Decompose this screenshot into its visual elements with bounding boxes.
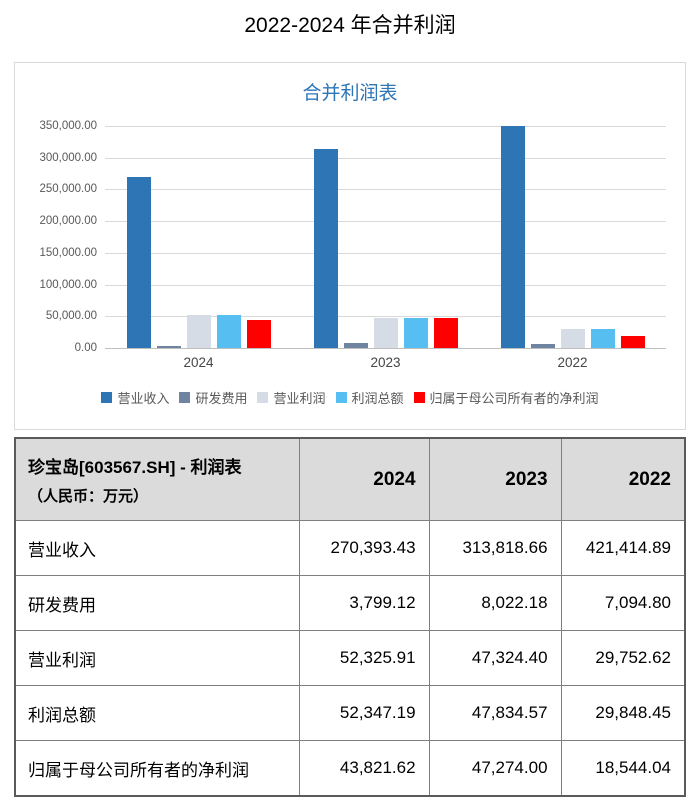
plot-area <box>105 126 666 349</box>
row-label: 营业利润 <box>14 630 301 686</box>
bar-2024-归属于母公司所有者的净利润 <box>246 320 271 348</box>
y-tick-label: 0.00 <box>74 342 97 354</box>
gridline <box>105 126 666 127</box>
bar-2022-营业利润 <box>560 329 585 348</box>
chart-legend: 营业收入 研发费用 营业利润 利润总额 归属于母公司所有者的净利润 <box>15 388 685 407</box>
bar-2023-研发费用 <box>343 342 368 348</box>
bar-groups <box>105 126 666 348</box>
gridline <box>105 348 666 349</box>
bar-2022-营业收入 <box>500 126 525 348</box>
year-column-header: 2024 <box>299 437 430 521</box>
cell-value: 7,094.80 <box>560 575 686 631</box>
row-label: 研发费用 <box>14 575 301 631</box>
profit-chart-card: 合并利润表 350,000.00 300,000.00 250,000.00 200,… <box>14 62 686 430</box>
gridline <box>105 189 666 191</box>
bar-2023-营业利润 <box>373 318 398 348</box>
row-label: 利润总额 <box>14 685 301 741</box>
legend-swatch-icon <box>335 392 347 403</box>
row-label: 营业收入 <box>14 520 301 576</box>
cell-value: 52,347.19 <box>299 685 430 741</box>
legend-item: 研发费用 <box>179 388 247 407</box>
bar-2022-归属于母公司所有者的净利润 <box>620 336 645 348</box>
y-axis: 350,000.00 300,000.00 250,000.00 200,000.00… <box>15 120 97 354</box>
legend-label: 营业利润 <box>273 391 326 406</box>
cell-value: 43,821.62 <box>299 740 430 797</box>
legend-item: 营业利润 <box>257 388 326 407</box>
bar-2022-研发费用 <box>530 343 555 348</box>
y-tick-label: 150,000.00 <box>39 246 97 259</box>
table-row: 营业收入 270,393.43 313,818.66 421,414.89 <box>14 520 686 576</box>
cell-value: 47,834.57 <box>428 685 562 741</box>
bar-group-2022 <box>479 126 666 348</box>
y-tick-label: 300,000.00 <box>39 151 97 164</box>
cell-value: 47,324.40 <box>428 630 562 686</box>
bar-group-2023 <box>292 126 479 348</box>
cell-value: 3,799.12 <box>299 575 430 631</box>
y-tick-label: 100,000.00 <box>39 278 97 291</box>
bar-2024-营业利润 <box>186 314 211 348</box>
bar-2023-归属于母公司所有者的净利润 <box>433 318 458 348</box>
cell-value: 270,393.43 <box>299 520 430 576</box>
legend-swatch-icon <box>413 392 425 403</box>
table-title: 珍宝岛[603567.SH] - 利润表 <box>28 458 242 477</box>
chart-title: 合并利润表 <box>302 83 398 104</box>
legend-item: 利润总额 <box>335 388 404 407</box>
y-tick-label: 50,000.00 <box>45 310 97 323</box>
gridline <box>105 157 666 159</box>
legend-swatch-icon <box>257 392 269 403</box>
legend-label: 研发费用 <box>195 391 248 406</box>
cell-value: 29,848.45 <box>560 685 686 741</box>
legend-label: 归属于母公司所有者的净利润 <box>429 391 599 406</box>
bar-2023-利润总额 <box>403 317 428 348</box>
row-label: 归属于母公司所有者的净利润 <box>14 740 301 797</box>
bar-2024-营业收入 <box>126 176 151 348</box>
bar-2024-利润总额 <box>216 314 241 348</box>
table-row: 营业利润 52,325.91 47,324.40 29,752.62 <box>14 630 686 686</box>
table-row: 归属于母公司所有者的净利润 43,821.62 47,274.00 18,544.04 <box>14 740 686 797</box>
table-row: 研发费用 3,799.12 8,022.18 7,094.80 <box>14 575 686 631</box>
y-tick-label: 350,000.00 <box>39 120 97 132</box>
cell-value: 47,274.00 <box>428 740 562 797</box>
x-axis-label: 2022 <box>557 355 588 370</box>
table-header-cell: 珍宝岛[603567.SH] - 利润表 （人民币：万元） <box>14 437 301 521</box>
profit-table: 珍宝岛[603567.SH] - 利润表 （人民币：万元） 2024 2023 … <box>14 437 686 797</box>
bar-2023-营业收入 <box>313 148 338 348</box>
gridline <box>105 316 666 318</box>
cell-value: 421,414.89 <box>560 520 686 576</box>
gridline <box>105 284 666 286</box>
legend-label: 利润总额 <box>351 391 404 406</box>
legend-item: 归属于母公司所有者的净利润 <box>413 388 599 407</box>
bar-group-2024 <box>105 126 292 348</box>
legend-swatch-icon <box>101 392 113 403</box>
bar-2024-研发费用 <box>156 345 181 348</box>
page-title: 2022-2024 年合并利润 <box>244 14 456 37</box>
cell-value: 29,752.62 <box>560 630 686 686</box>
y-tick-label: 250,000.00 <box>39 183 97 196</box>
cell-value: 8,022.18 <box>428 575 562 631</box>
cell-value: 52,325.91 <box>299 630 430 686</box>
table-row: 利润总额 52,347.19 47,834.57 29,848.45 <box>14 685 686 741</box>
legend-item: 营业收入 <box>101 388 169 407</box>
gridline <box>105 252 666 254</box>
legend-swatch-icon <box>179 392 191 403</box>
year-column-header: 2022 <box>560 437 686 521</box>
x-axis-label: 2024 <box>183 355 214 370</box>
table-header-row: 珍宝岛[603567.SH] - 利润表 （人民币：万元） 2024 2023 … <box>14 437 686 521</box>
y-tick-label: 200,000.00 <box>39 215 97 228</box>
x-axis: 2024 2023 2022 <box>105 355 666 370</box>
table-unit-label: （人民币：万元） <box>28 488 149 505</box>
x-axis-label: 2023 <box>370 355 401 370</box>
cell-value: 313,818.66 <box>428 520 562 576</box>
cell-value: 18,544.04 <box>560 740 686 797</box>
year-column-header: 2023 <box>428 437 562 521</box>
gridline <box>105 221 666 223</box>
bar-2022-利润总额 <box>590 329 615 348</box>
legend-label: 营业收入 <box>117 391 170 406</box>
